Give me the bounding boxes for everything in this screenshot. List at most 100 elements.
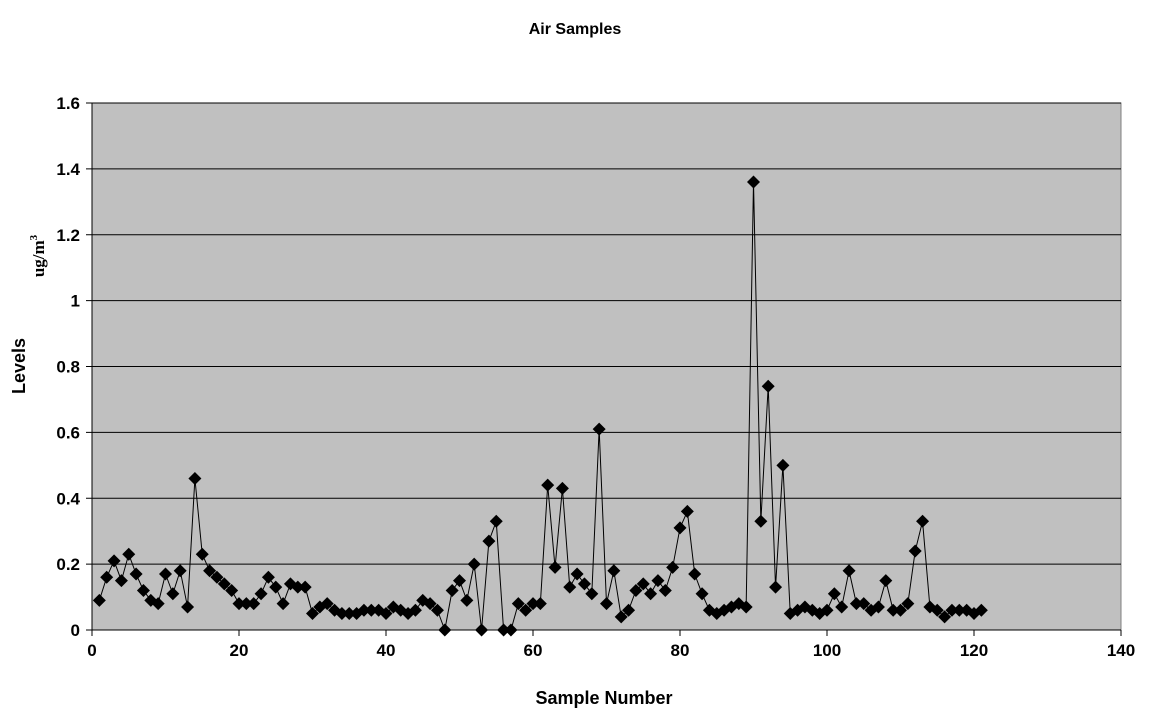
- data-point: [504, 623, 518, 637]
- data-point: [614, 610, 628, 624]
- data-point: [107, 554, 121, 568]
- data-point: [342, 607, 356, 621]
- data-point: [820, 603, 834, 617]
- data-point: [232, 597, 246, 611]
- chart-title: Air Samples: [529, 21, 622, 38]
- data-point: [592, 422, 606, 436]
- data-point: [225, 583, 239, 597]
- data-point: [886, 603, 900, 617]
- data-point: [408, 603, 422, 617]
- y-tick-labels: 0 0.2 0.4 0.6 0.8 1 1.2 1.4 1.6: [56, 94, 92, 640]
- x-tick-label: 100: [813, 641, 841, 660]
- data-point: [651, 574, 665, 588]
- data-point: [364, 603, 378, 617]
- data-point: [533, 597, 547, 611]
- data-point: [129, 567, 143, 581]
- data-point: [945, 603, 959, 617]
- data-point: [210, 570, 224, 584]
- data-point: [761, 379, 775, 393]
- data-point: [908, 544, 922, 558]
- data-point: [269, 580, 283, 594]
- data-point: [629, 583, 643, 597]
- data-point: [739, 600, 753, 614]
- y-tick-label: 1.2: [56, 226, 80, 245]
- y-tick-label: 0.2: [56, 555, 80, 574]
- data-point: [555, 481, 569, 495]
- x-tick-label: 20: [230, 641, 249, 660]
- data-point: [122, 547, 136, 561]
- data-point: [570, 567, 584, 581]
- data-point: [489, 514, 503, 528]
- data-point: [217, 577, 231, 591]
- data-point: [577, 577, 591, 591]
- data-point: [460, 593, 474, 607]
- data-point: [173, 564, 187, 578]
- data-point: [585, 587, 599, 601]
- data-point: [151, 597, 165, 611]
- data-point: [335, 607, 349, 621]
- y-tick-label: 1: [71, 292, 80, 311]
- x-tick-label: 80: [671, 641, 690, 660]
- data-point: [607, 564, 621, 578]
- data-point: [879, 574, 893, 588]
- data-point: [203, 564, 217, 578]
- data-point: [695, 587, 709, 601]
- data-point: [188, 471, 202, 485]
- x-axis-title: Sample Number: [535, 688, 672, 708]
- data-point: [136, 583, 150, 597]
- data-point: [857, 597, 871, 611]
- y-tick-label: 1.6: [56, 94, 80, 113]
- y-tick-label: 0.8: [56, 358, 80, 377]
- data-point: [475, 623, 489, 637]
- data-point: [195, 547, 209, 561]
- data-point: [894, 603, 907, 617]
- data-point: [482, 534, 496, 548]
- data-point: [438, 623, 452, 637]
- y-tick-label: 0.6: [56, 423, 80, 442]
- data-point: [453, 574, 466, 588]
- data-point: [379, 607, 393, 621]
- data-point: [769, 580, 783, 594]
- data-point: [827, 587, 841, 601]
- data-point: [563, 580, 577, 594]
- data-point: [849, 597, 863, 611]
- data-point: [680, 504, 694, 518]
- data-point: [261, 570, 275, 584]
- data-point: [974, 603, 988, 617]
- data-point: [600, 597, 613, 611]
- data-point: [548, 560, 562, 574]
- data-point: [622, 603, 636, 617]
- data-point: [754, 514, 768, 528]
- data-point: [92, 593, 106, 607]
- y-tick-label: 1.4: [56, 160, 80, 179]
- data-point: [159, 567, 172, 581]
- data-point: [658, 583, 672, 597]
- data-point: [526, 597, 540, 611]
- data-point: [430, 603, 444, 617]
- data-point: [291, 580, 305, 594]
- x-tick-labels: 0 20 40 60 80 100 120 140: [87, 630, 1135, 660]
- x-tick-label: 0: [87, 641, 96, 660]
- data-point: [320, 597, 334, 611]
- x-tick-label: 40: [377, 641, 396, 660]
- data-point: [938, 610, 952, 624]
- data-point: [181, 600, 195, 614]
- data-point: [254, 587, 268, 601]
- y-axis-unit-group: ug/m3: [28, 234, 48, 277]
- data-point: [114, 574, 128, 588]
- data-point: [467, 557, 481, 571]
- data-point: [688, 567, 702, 581]
- y-tick-label: 0.4: [56, 489, 80, 508]
- data-point: [842, 564, 856, 578]
- data-point: [166, 587, 180, 601]
- data-point: [871, 600, 885, 614]
- data-point: [952, 603, 966, 617]
- y-axis-title-group: Levels: [9, 338, 29, 394]
- y-axis-unit-base: ug/m: [29, 240, 48, 277]
- data-point: [747, 175, 760, 189]
- data-point: [423, 597, 437, 611]
- data-point: [636, 577, 650, 591]
- data-point: [247, 597, 261, 611]
